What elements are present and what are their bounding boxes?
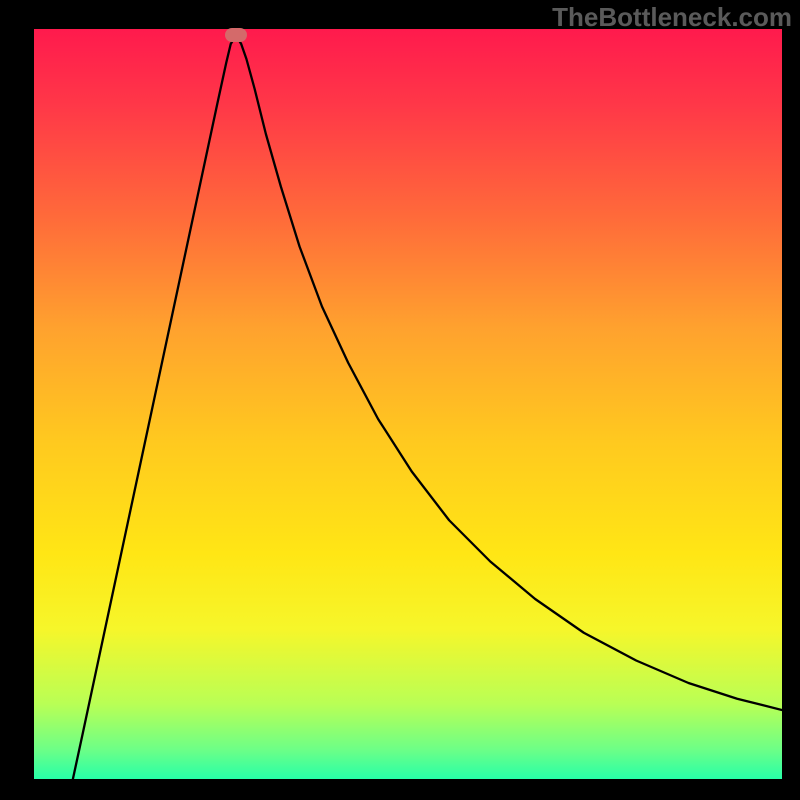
plot-area — [34, 29, 782, 779]
chart-container: TheBottleneck.com — [0, 0, 800, 800]
minimum-marker — [225, 28, 247, 42]
watermark-text: TheBottleneck.com — [552, 2, 792, 33]
bottleneck-curve — [34, 29, 782, 779]
curve-path — [73, 35, 782, 779]
